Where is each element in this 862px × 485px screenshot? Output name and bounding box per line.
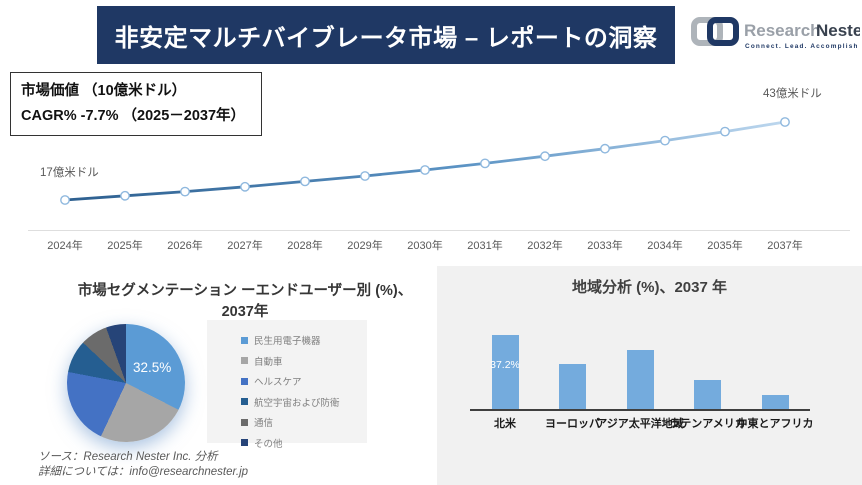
region-category-label: 北米 [494, 418, 516, 430]
data-point-marker [240, 181, 250, 192]
pie-slice-value-label: 32.5% [133, 360, 172, 375]
legend-swatch [241, 377, 248, 385]
data-point-marker [780, 117, 790, 127]
pie-title-line1: 市場セグメンテーション ーエンドユーザー別 (%)、 [77, 283, 413, 299]
data-point-marker [720, 126, 730, 137]
data-point-marker [180, 186, 190, 197]
line-start-value-label: 17億米ドル [40, 167, 99, 179]
pie-title-line2: 2037年 [221, 304, 269, 320]
region-bar [694, 379, 721, 409]
data-point-marker [120, 190, 130, 201]
legend-label: 航空宇宙および防衛 [254, 397, 340, 409]
market-value-box: 市場価値 （10億米ドル） CAGR% -7.7% （2025－2037年） [10, 72, 262, 136]
legend-swatch [241, 398, 248, 406]
legend-label: ヘルスケア [254, 377, 302, 389]
market-value-label: 市場価値 （10億米ドル） [21, 83, 187, 99]
trend-line [64, 120, 786, 202]
x-axis-label: 2024年 [47, 240, 83, 252]
footer: ソース：Research Nester Inc. 分析 詳細については：info… [38, 450, 248, 479]
data-point-marker [660, 135, 670, 146]
bar-chart-axis [470, 409, 810, 411]
region-bar: 37.2% [490, 335, 520, 409]
legend-label: その他 [254, 438, 283, 450]
region-category-label: 中東とアフリカ [736, 418, 814, 430]
brand-logo: Research Nester Connect. Lead. Accomplis… [688, 10, 862, 58]
legend-item: 民生用電子機器 [241, 330, 367, 351]
bar-chart-title: 地域分析 (%)、2037 年 [571, 279, 728, 296]
legend-label: 民生用電子機器 [254, 336, 321, 348]
x-axis-label: 2030年 [407, 240, 443, 252]
pie-chart-title: 市場セグメンテーション ーエンドユーザー別 (%)、 2037年 [55, 281, 435, 323]
region-bar [626, 349, 654, 409]
pie-chart [67, 324, 185, 442]
line-chart-axis [28, 230, 850, 231]
header-bar: 非安定マルチバイブレータ市場 – レポートの洞察 [97, 6, 675, 64]
region-category-label: ラテンアメリカ [669, 418, 746, 430]
brand-name-second: Nester [816, 21, 860, 40]
cagr-label: CAGR% -7.7% （2025－2037年） [21, 108, 246, 124]
region-bar [761, 394, 789, 409]
footer-source: ソース：Research Nester Inc. 分析 [38, 451, 218, 463]
x-axis-label: 2025年 [107, 240, 143, 252]
legend-swatch [241, 439, 248, 447]
legend-label: 自動車 [254, 356, 283, 368]
legend-swatch [241, 357, 248, 365]
data-point-marker [60, 195, 70, 205]
legend-swatch [241, 418, 248, 426]
legend-item: 航空宇宙および防衛 [241, 392, 367, 413]
brand-tagline: Connect. Lead. Accomplish [745, 43, 859, 50]
legend-item: ヘルスケア [241, 371, 367, 392]
line-end-value-label: 43億米ドル [763, 88, 822, 100]
data-point-marker [600, 143, 610, 154]
region-category-label: アジア太平洋地域 [596, 418, 684, 430]
x-axis-label: 2028年 [287, 240, 323, 252]
region-bar [559, 364, 586, 409]
x-axis-label: 2027年 [227, 240, 263, 252]
line-chart-svg [60, 117, 790, 205]
data-point-marker [300, 176, 310, 187]
brand-name-first: Research [744, 21, 821, 40]
legend-item: 自動車 [241, 351, 367, 372]
legend-label: 通信 [254, 418, 274, 430]
legend-item: 通信 [241, 412, 367, 433]
x-axis-label: 2026年 [167, 240, 203, 252]
region-category-label: ヨーロッパ [545, 418, 600, 430]
bar-value-label: 37.2% [490, 359, 520, 371]
legend-swatch [241, 336, 248, 344]
data-point-marker [360, 171, 370, 181]
brand-logo-graphic: Research Nester Connect. Lead. Accomplis… [691, 17, 862, 50]
chain-links-icon [691, 17, 739, 46]
x-axis-label: 2034年 [647, 240, 683, 252]
x-axis-label: 2032年 [527, 240, 563, 252]
pie-legend: 民生用電子機器 自動車ヘルスケア航空宇宙および防衛 通信その他 [207, 320, 367, 450]
x-axis-label: 2033年 [587, 240, 623, 252]
footer-contact: 詳細については：info@researchnester.jp [38, 465, 249, 478]
x-axis-label: 2031年 [467, 240, 503, 252]
data-point-marker [540, 151, 550, 162]
data-point-marker [480, 158, 490, 169]
legend-item: その他 [241, 433, 367, 454]
page-title: 非安定マルチバイブレータ市場 – レポートの洞察 [114, 24, 658, 52]
x-axis-label: 2029年 [347, 240, 383, 252]
x-axis-label: 2035年 [707, 240, 743, 252]
data-point-marker [420, 165, 430, 175]
x-axis-label: 2037年 [767, 240, 803, 252]
